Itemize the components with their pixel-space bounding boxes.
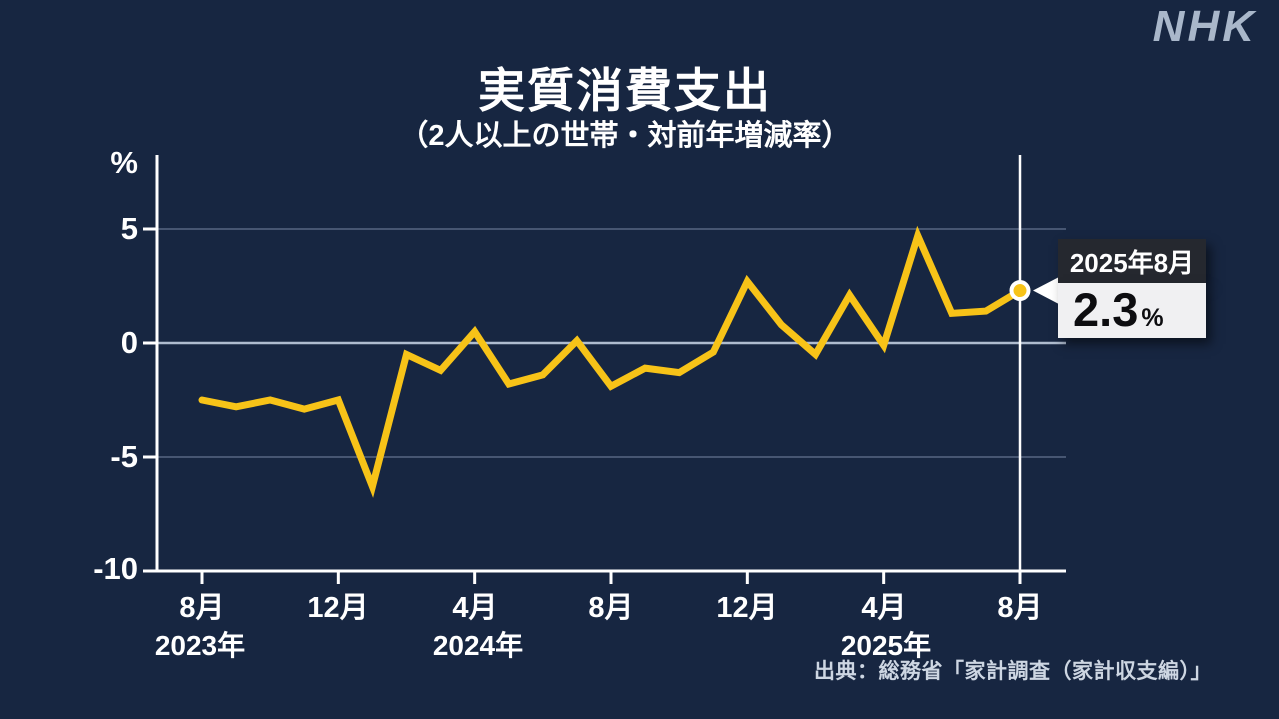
x-tick-label-dec2024: 12月 xyxy=(716,592,778,624)
x-tick-label-apr2024: 4月 xyxy=(452,592,498,624)
axis-ticks xyxy=(143,227,1022,584)
chart-title: 実質消費支出 xyxy=(478,64,772,117)
x-tick-label-apr2025: 4月 xyxy=(861,592,907,624)
axes xyxy=(144,155,1066,573)
callout-value-unit: % xyxy=(1141,304,1164,333)
gridlines xyxy=(157,228,1066,458)
x-tick-label-aug2024: 8月 xyxy=(588,592,634,624)
y-tick-label-0: 0 xyxy=(120,325,138,360)
y-axis-unit-label: % xyxy=(110,145,138,180)
chart-subtitle: （2人以上の世帯・対前年増減率） xyxy=(399,120,851,152)
x-tick-label-aug2025: 8月 xyxy=(997,592,1043,624)
callout-date-label: 2025年8月 xyxy=(1069,247,1195,278)
y-tick-label-5: 5 xyxy=(120,211,138,246)
source-attribution: 出典：総務省「家計調査（家計収支編）」 xyxy=(814,660,1212,683)
nhk-logo: NHK xyxy=(1152,2,1257,51)
y-tick-label-minus5: -5 xyxy=(110,439,138,474)
year-label-2024: 2024年 xyxy=(432,630,524,661)
y-tick-label-minus10: -10 xyxy=(93,551,138,586)
callout-date-box: 2025年8月 xyxy=(1058,239,1206,283)
x-tick-label-aug2023: 8月 xyxy=(179,592,225,624)
callout-value: 2.3 xyxy=(1073,283,1139,336)
year-label-2023: 2023年 xyxy=(154,630,246,661)
year-label-2025: 2025年 xyxy=(840,630,932,661)
x-tick-label-dec2023: 12月 xyxy=(307,592,369,624)
callout-value-box: 2.3 % xyxy=(1058,283,1206,338)
trend-line xyxy=(198,225,1024,498)
callout-pointer-triangle xyxy=(1033,276,1060,305)
latest-point-marker xyxy=(1009,280,1031,302)
